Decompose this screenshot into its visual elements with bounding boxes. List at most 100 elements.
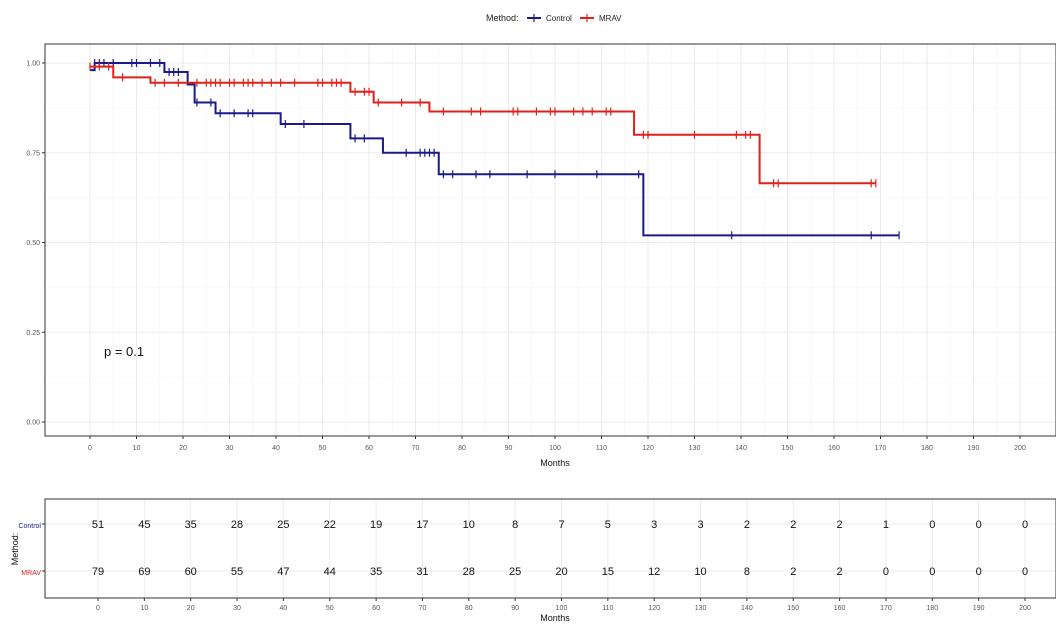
risk-count-control: 10 (463, 519, 475, 531)
risk-count-control: 3 (697, 519, 703, 531)
risk-count-control: 5 (605, 519, 611, 531)
risk-count-control: 7 (558, 519, 564, 531)
risk-table-border (44, 498, 1056, 599)
risk-count-mrav: 0 (883, 566, 889, 578)
y-tick-label: 0.75 (26, 150, 40, 157)
risk-count-mrav: 25 (509, 566, 521, 578)
risk-x-tick-label: 20 (187, 605, 195, 612)
survival-curves (89, 59, 900, 240)
risk-x-tick-label: 130 (695, 605, 707, 612)
risk-x-tick-label: 150 (787, 605, 799, 612)
risk-table-panel: Method: Control MRAV 51 45 35 28 25 22 19 17 10 8… (10, 498, 1056, 623)
risk-x-tick-label: 190 (973, 605, 985, 612)
survival-curve-mrav (90, 65, 876, 185)
y-tick-label: 0.00 (26, 420, 40, 427)
survival-plot-panel: 0.00 0.25 0.50 0.75 1.00 0 10 20 30 40 50 60 70 80 90… (26, 43, 1056, 468)
risk-count-mrav: 55 (231, 566, 243, 578)
risk-count-mrav: 31 (416, 566, 428, 578)
risk-count-control: 3 (651, 519, 657, 531)
x-axis-label: Months (540, 458, 570, 468)
x-tick-label: 150 (782, 445, 794, 452)
risk-count-control: 22 (324, 519, 336, 531)
risk-count-mrav: 8 (744, 566, 750, 578)
survival-curve-control (90, 62, 900, 237)
plot-panel-border (44, 43, 1056, 437)
risk-row-label-mrav: MRAV (21, 570, 41, 577)
risk-count-mrav: 47 (277, 566, 289, 578)
risk-table-gridlines (45, 499, 1056, 598)
risk-count-control: 0 (1022, 519, 1028, 531)
x-tick-label: 140 (735, 445, 747, 452)
legend: Method: Control MRAV (486, 13, 622, 23)
x-tick-label: 90 (505, 445, 513, 452)
risk-count-mrav: 60 (185, 566, 197, 578)
risk-table-x-ticks: 0 10 20 30 40 50 60 70 80 90 100 110 120 130 140 150 160… (96, 598, 1031, 612)
risk-count-mrav: 2 (790, 566, 796, 578)
x-tick-label: 110 (596, 445, 607, 452)
y-tick-label: 0.50 (26, 240, 40, 247)
x-tick-label: 190 (968, 445, 980, 452)
x-tick-label: 0 (88, 445, 92, 452)
risk-count-mrav: 0 (1022, 566, 1028, 578)
risk-count-control: 2 (790, 519, 796, 531)
risk-count-mrav: 12 (648, 566, 660, 578)
risk-count-mrav: 79 (92, 566, 104, 578)
risk-count-control: 28 (231, 519, 243, 531)
risk-count-control: 1 (883, 519, 889, 531)
risk-x-tick-label: 70 (419, 605, 427, 612)
risk-x-tick-label: 160 (834, 605, 846, 612)
risk-count-mrav: 15 (602, 566, 614, 578)
risk-x-tick-label: 50 (326, 605, 334, 612)
risk-x-tick-label: 120 (648, 605, 660, 612)
risk-x-tick-label: 80 (465, 605, 473, 612)
legend-label-control: Control (546, 14, 572, 23)
x-axis-ticks: 0 10 20 30 40 50 60 70 80 90 100 110 120 130 140 150 160… (88, 436, 1026, 452)
risk-count-control: 0 (929, 519, 935, 531)
x-tick-label: 100 (549, 445, 561, 452)
risk-table-x-label: Months (540, 613, 570, 623)
risk-x-tick-label: 200 (1019, 605, 1031, 612)
risk-table-numbers: 51 45 35 28 25 22 19 17 10 8 7 5 3 3 2 2 2 1 0 0 079 69 60 55 47… (42, 519, 1028, 578)
x-tick-label: 40 (272, 445, 280, 452)
x-tick-label: 120 (642, 445, 654, 452)
p-value-annotation: p = 0.1 (104, 344, 144, 359)
risk-x-tick-label: 60 (372, 605, 380, 612)
risk-count-control: 35 (185, 519, 197, 531)
x-tick-label: 180 (921, 445, 933, 452)
risk-count-mrav: 2 (837, 566, 843, 578)
risk-x-tick-label: 10 (140, 605, 148, 612)
x-tick-label: 30 (226, 445, 234, 452)
risk-x-tick-label: 180 (926, 605, 938, 612)
risk-count-control: 51 (92, 519, 104, 531)
risk-count-mrav: 10 (694, 566, 706, 578)
y-axis-ticks: 0.00 0.25 0.50 0.75 1.00 (26, 61, 45, 427)
risk-x-tick-label: 140 (741, 605, 753, 612)
risk-count-mrav: 20 (555, 566, 567, 578)
risk-count-control: 2 (744, 519, 750, 531)
x-tick-label: 70 (412, 445, 420, 452)
y-tick-label: 1.00 (26, 61, 40, 68)
x-tick-label: 20 (179, 445, 187, 452)
x-tick-label: 60 (365, 445, 373, 452)
legend-title: Method: (486, 13, 519, 23)
risk-row-label-control: Control (18, 523, 41, 530)
risk-x-tick-label: 100 (556, 605, 568, 612)
x-tick-label: 80 (458, 445, 466, 452)
risk-x-tick-label: 170 (880, 605, 892, 612)
risk-count-control: 0 (976, 519, 982, 531)
risk-count-control: 17 (416, 519, 428, 531)
risk-table-y-label: Method: (10, 533, 20, 566)
risk-x-tick-label: 30 (233, 605, 241, 612)
risk-x-tick-label: 40 (280, 605, 288, 612)
risk-count-control: 8 (512, 519, 518, 531)
risk-count-mrav: 44 (324, 566, 336, 578)
risk-count-mrav: 28 (463, 566, 475, 578)
risk-x-tick-label: 90 (511, 605, 519, 612)
x-tick-label: 200 (1014, 445, 1026, 452)
risk-count-control: 19 (370, 519, 382, 531)
risk-count-control: 25 (277, 519, 289, 531)
risk-count-mrav: 0 (929, 566, 935, 578)
risk-count-mrav: 0 (976, 566, 982, 578)
risk-count-control: 45 (138, 519, 150, 531)
x-tick-label: 170 (875, 445, 887, 452)
